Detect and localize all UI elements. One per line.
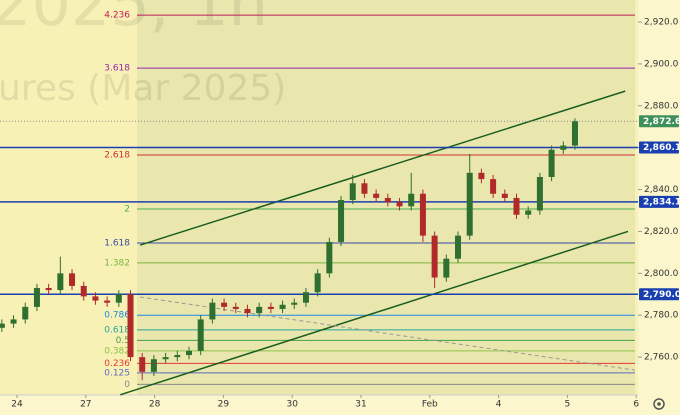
candle-body — [139, 357, 146, 372]
x-tick-label: 31 — [355, 400, 366, 410]
fib-label: 0.786 — [104, 311, 130, 321]
fib-zone — [137, 0, 635, 395]
fib-label: 0.125 — [104, 368, 130, 378]
candle-body — [571, 121, 578, 146]
candle-body — [501, 193, 508, 198]
fib-label: 1.382 — [104, 258, 130, 268]
candle-body — [92, 296, 99, 301]
candle-body — [221, 302, 228, 307]
candle-body — [127, 294, 134, 358]
fib-label: 1.618 — [104, 238, 130, 248]
trendline — [139, 90, 626, 246]
candle-body — [33, 288, 40, 307]
candle-body — [490, 179, 497, 194]
fib-label: 0.5 — [116, 336, 130, 346]
candle-body — [185, 350, 192, 356]
candle-body — [0, 323, 5, 328]
candle-body — [150, 359, 157, 372]
x-tick-label: 5 — [565, 400, 571, 410]
candle-body — [232, 306, 239, 309]
fib-label: 3.618 — [104, 64, 130, 74]
candle-body — [314, 273, 321, 293]
settings-icon[interactable] — [653, 398, 665, 410]
candle-body — [174, 355, 181, 358]
candle-body — [361, 183, 368, 194]
fib-label: 0.382 — [104, 346, 130, 356]
x-tick-label: 24 — [11, 400, 23, 410]
last-price-label: 2,872.6 — [643, 117, 680, 127]
candle-body — [326, 241, 333, 274]
y-tick-label: 2,840.0 — [644, 185, 679, 195]
candle-body — [466, 172, 473, 236]
candle-body — [384, 197, 391, 203]
candle-body — [525, 210, 532, 215]
candle-body — [408, 193, 415, 207]
x-tick-label: Feb — [422, 400, 438, 410]
x-tick-label: 30 — [286, 400, 298, 410]
candle-body — [431, 235, 438, 278]
y-tick-label: 2,920.0 — [644, 17, 679, 27]
settings-icon-center — [657, 402, 661, 406]
candle-body — [478, 172, 485, 180]
candle-body — [162, 357, 169, 360]
candle-body — [10, 319, 17, 324]
candle-body — [455, 235, 462, 259]
candle-body — [419, 193, 426, 236]
candle-body — [244, 308, 251, 314]
x-tick-label: 28 — [149, 400, 161, 410]
candle-body — [536, 176, 543, 211]
candle-body — [291, 302, 298, 305]
candle-body — [209, 302, 216, 320]
x-tick-label: 27 — [80, 400, 91, 410]
candle-body — [115, 294, 122, 303]
candle-body — [513, 197, 520, 215]
price-level-tag — [639, 195, 679, 208]
candle-body — [256, 306, 263, 314]
watermark: 2025, 1h — [0, 0, 268, 40]
price-level-label: 2,790.0 — [643, 290, 680, 300]
candle-body — [104, 300, 111, 303]
y-tick-label: 2,780.0 — [644, 311, 679, 321]
y-tick-label: 2,800.0 — [644, 269, 679, 279]
y-tick-label: 2,900.0 — [644, 59, 679, 69]
fib-label: 2.618 — [104, 151, 130, 161]
candle-body — [443, 258, 450, 278]
watermark: ures (Mar 2025) — [0, 68, 286, 109]
candle-body — [396, 202, 403, 207]
candle-body — [22, 306, 29, 320]
price-level-label: 2,834.1 — [643, 197, 680, 207]
fib-label: 4.236 — [104, 11, 130, 21]
candle-body — [80, 285, 87, 297]
candle-body — [69, 273, 76, 286]
candle-body — [338, 200, 345, 242]
candle-body — [373, 193, 380, 198]
x-tick-label: 6 — [633, 400, 639, 410]
x-tick-label: 29 — [218, 400, 230, 410]
price-level-tag — [639, 141, 679, 154]
candle-body — [302, 292, 309, 303]
price-level-tag — [639, 288, 679, 301]
candle-body — [349, 183, 356, 201]
fib-label: 0.618 — [104, 325, 130, 335]
candle-body — [279, 304, 286, 309]
trendline — [119, 230, 629, 396]
candle-body — [57, 273, 64, 291]
last-price-tag — [639, 115, 679, 128]
x-tick-label: 4 — [496, 400, 502, 410]
candle-body — [267, 306, 274, 309]
y-tick-label: 2,880.0 — [644, 101, 679, 111]
price-level-label: 2,860.1 — [643, 143, 680, 153]
fib-label: 0 — [124, 380, 130, 390]
time-axis — [0, 395, 680, 415]
fib-label: 2 — [124, 205, 130, 215]
candle-body — [560, 145, 567, 150]
trendline — [140, 296, 635, 371]
y-tick-label: 2,760.0 — [644, 353, 679, 363]
candle-body — [197, 319, 204, 351]
fib-label: 0.236 — [104, 359, 130, 369]
candle-body — [45, 288, 52, 291]
candle-body — [548, 149, 555, 177]
y-tick-label: 2,820.0 — [644, 227, 679, 237]
